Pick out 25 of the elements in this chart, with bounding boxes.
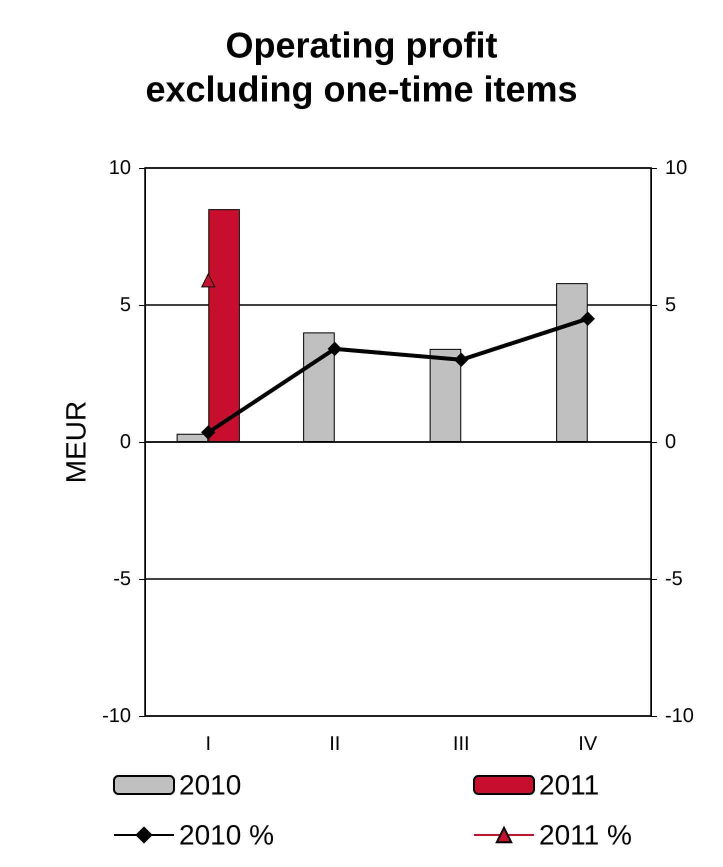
point bbox=[328, 342, 342, 356]
point bbox=[454, 352, 468, 367]
chart-title: Operating profit excluding one-time items bbox=[145, 24, 578, 110]
y-tick-label: 10 bbox=[108, 157, 131, 179]
y-tick-label: 0 bbox=[120, 431, 131, 453]
legend-label: 2010 bbox=[179, 770, 242, 800]
y2-tick-label: 5 bbox=[665, 294, 676, 316]
x-tick-label: II bbox=[329, 733, 340, 755]
y-axis-title: MEUR bbox=[60, 400, 92, 484]
point bbox=[201, 273, 216, 288]
legend-label: 2011 bbox=[539, 770, 600, 800]
y-tick-label: -10 bbox=[102, 705, 131, 727]
y2-tick-label: 0 bbox=[665, 431, 676, 453]
legend-label: 2010 % bbox=[179, 820, 274, 850]
y2-tick-label: 10 bbox=[665, 157, 688, 179]
point bbox=[201, 425, 216, 440]
y2-tick-label: -10 bbox=[665, 705, 694, 727]
y-tick-label: -5 bbox=[113, 568, 131, 590]
y2-tick-label: -5 bbox=[665, 568, 683, 590]
point bbox=[580, 312, 595, 326]
x-tick-label: IV bbox=[578, 733, 598, 755]
y-tick-label: 5 bbox=[120, 294, 131, 316]
x-tick-label: III bbox=[452, 733, 470, 755]
x-tick-label: I bbox=[205, 733, 212, 755]
legend-label: 2011 % bbox=[539, 820, 632, 850]
